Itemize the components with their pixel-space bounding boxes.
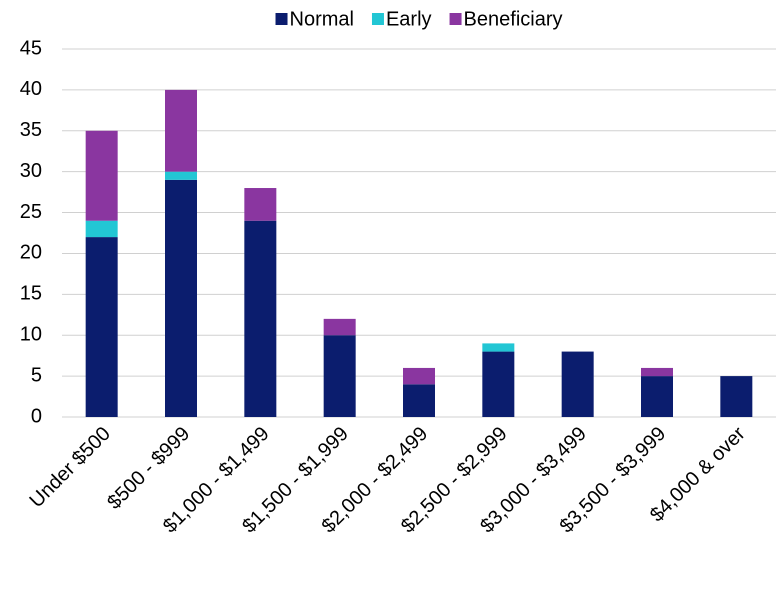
y-tick-label: 10 xyxy=(20,324,42,346)
bar-segment xyxy=(323,318,356,336)
legend-swatch xyxy=(371,13,384,25)
bar-segment xyxy=(482,343,515,352)
bar-segment xyxy=(85,130,118,221)
bar-segment xyxy=(165,171,197,180)
bar-segment xyxy=(641,367,673,377)
y-tick-label: 35 xyxy=(20,119,42,141)
bar-segment xyxy=(641,376,673,417)
x-tick-label: Under $500 xyxy=(25,423,114,512)
y-tick-label: 5 xyxy=(31,364,42,386)
bar-segment xyxy=(720,376,753,417)
y-tick-label: 15 xyxy=(20,283,42,305)
legend-label: Beneficiary xyxy=(464,8,563,30)
bar-segment xyxy=(85,237,118,417)
bar-segment xyxy=(482,351,515,417)
y-tick-label: 45 xyxy=(20,37,42,59)
y-tick-label: 20 xyxy=(20,242,42,264)
legend-label: Normal xyxy=(290,8,354,30)
bar-segment xyxy=(165,89,197,172)
y-tick-label: 25 xyxy=(20,201,42,223)
bar-segment xyxy=(561,351,594,417)
bar-segment xyxy=(85,220,118,238)
y-tick-label: 0 xyxy=(31,405,42,427)
y-tick-label: 30 xyxy=(20,160,42,182)
bar-segment xyxy=(244,188,277,221)
bar-segment xyxy=(403,384,435,417)
legend-swatch xyxy=(449,13,462,25)
bar-segment xyxy=(165,179,197,417)
y-tick-label: 40 xyxy=(20,78,42,100)
bar-segment xyxy=(403,367,435,385)
bar-segment xyxy=(244,220,277,417)
legend-swatch xyxy=(275,13,288,25)
legend-label: Early xyxy=(386,8,432,30)
bar-segment xyxy=(323,335,356,417)
